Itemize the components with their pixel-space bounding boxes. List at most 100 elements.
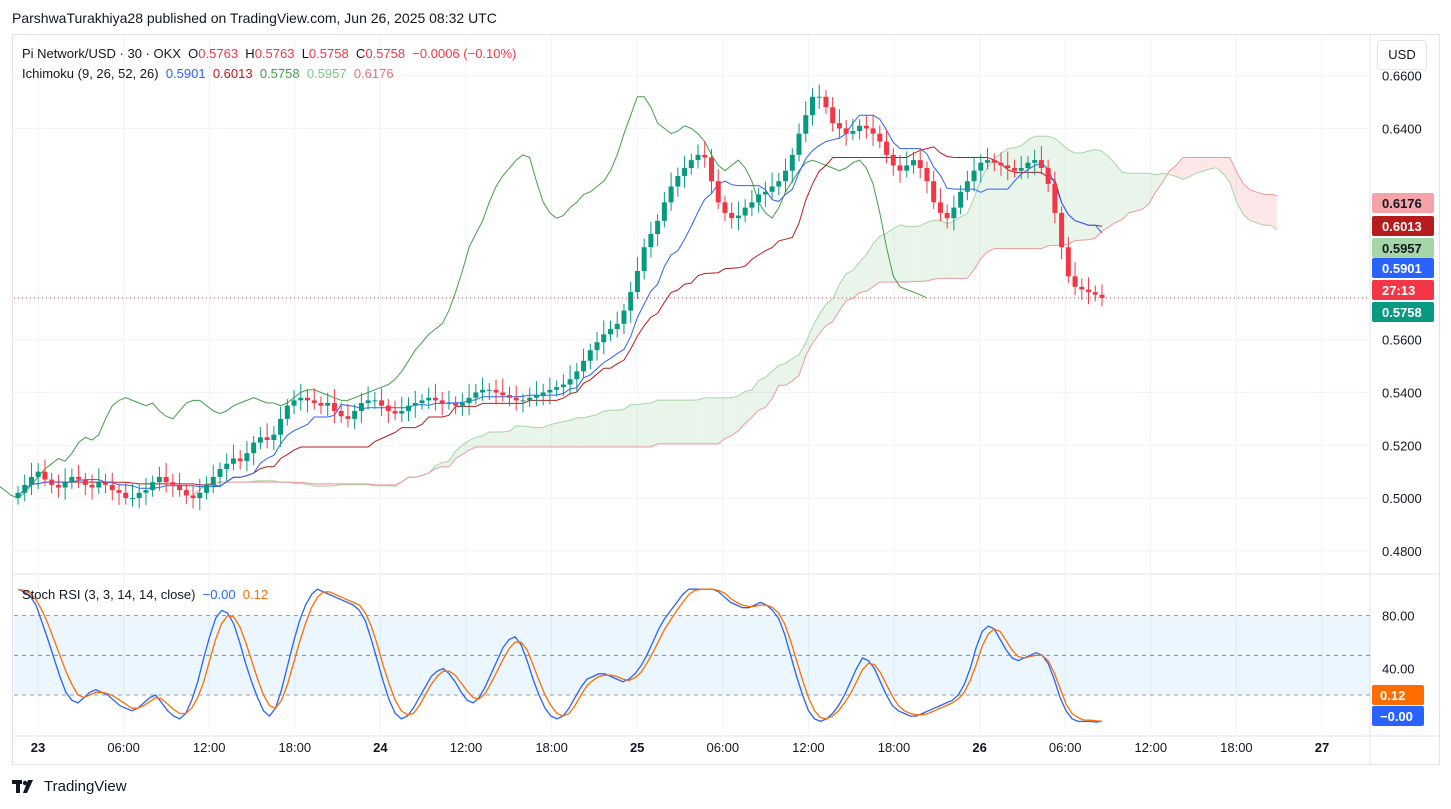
candle [783,158,789,192]
candle-body [150,482,156,491]
candle [136,484,142,509]
candle [931,170,937,209]
cloud-segment [516,425,523,447]
price-axis-badge [1372,302,1434,322]
candle-body [823,96,829,108]
candle [796,123,802,162]
cloud-segment [1169,165,1177,177]
candle [217,462,223,488]
ichimoku-legend: Ichimoku (9, 26, 52, 26) 0.5901 0.6013 0… [22,66,394,81]
candle-body [264,437,270,440]
candle-body [742,207,748,216]
candle [1038,146,1044,175]
candle-body [338,410,344,417]
candle-body [1005,165,1011,169]
cloud-segment [522,426,530,447]
cloud-segment [772,365,779,399]
candle-body [991,160,997,163]
candle-body [96,482,102,488]
candle [655,214,661,247]
price-axis-badge-label: 27:13 [1382,283,1415,298]
candle-body [722,202,728,213]
candle-body [533,395,539,398]
cloud-segment [1202,157,1210,172]
candle-body [305,397,311,401]
candle [951,195,957,231]
candle-body [1011,168,1017,171]
candle [305,389,311,413]
candle [830,96,836,132]
candle [298,383,304,411]
candle [197,478,203,511]
candle-body [466,397,472,404]
time-tick-label: 18:00 [279,740,312,755]
low-value: 0.5758 [308,46,349,61]
candle-body [399,410,405,414]
publisher-line: ParshwaTurakhiya28 published on TradingV… [12,10,497,26]
cloud-segment [906,226,914,282]
candle [1018,155,1024,180]
candle-body [843,128,849,134]
cloud-segment [1250,189,1257,223]
price-tick-label: 0.6400 [1382,121,1422,136]
candle-body [513,397,519,401]
price-tick-label: 0.4800 [1382,544,1422,559]
candle-body [372,400,378,402]
candle-body [493,389,499,393]
currency-button[interactable]: USD [1377,40,1427,70]
candle [850,118,856,141]
cloud-segment [738,391,746,431]
cloud-segment [684,400,692,444]
stoch-axis-badge [1372,685,1424,705]
candle [870,114,876,146]
cloud-segment [873,236,880,287]
candle-body [365,400,371,404]
ichimoku-label[interactable]: Ichimoku (9, 26, 52, 26) [22,66,159,81]
candle-body [204,484,210,493]
candle-body [271,434,277,440]
candle-body [69,476,75,483]
cloud-segment [529,426,537,447]
price-axis-badge-label: 0.5758 [1382,305,1422,320]
stoch-label[interactable]: Stoch RSI (3, 3, 14, 14, close) [22,587,196,602]
cloud-segment [1081,150,1089,241]
stoch-k-line [17,588,1103,723]
candle [648,221,654,258]
time-tick-label: 06:00 [107,740,140,755]
cloud-segment [677,400,685,444]
candle-body [648,234,654,248]
high-value: 0.5763 [254,46,295,61]
candle [520,393,526,413]
candle-body [749,202,755,208]
cloud-segment [489,431,497,447]
candle [271,426,277,451]
cloud-segment [879,233,887,282]
time-tick-label: 18:00 [535,740,568,755]
candle [426,387,432,409]
ichimoku-cloud [193,136,1278,496]
cloud-segment [731,395,739,436]
cloud-segment [859,254,867,293]
candle [1052,171,1058,224]
candle [1045,159,1051,193]
candle-body [769,186,775,192]
candle-body [547,389,553,393]
cloud-segment [1007,147,1015,249]
candle [513,385,519,411]
symbol-label[interactable]: Pi Network/USD · 30 · OKX [22,46,181,61]
candle-body [1079,286,1085,290]
candle [278,406,284,447]
price-axis-badge [1372,216,1434,236]
price-tick-label: 0.5200 [1382,438,1422,453]
candle-body [890,154,896,166]
cloud-segment [590,414,598,447]
time-tick-label: 12:00 [1135,740,1168,755]
candle-body [1065,247,1071,277]
high-label: H [245,46,255,61]
candle-body [830,107,836,124]
candle [581,348,587,378]
cloud-segment [1021,140,1028,249]
cloud-segment [482,431,490,447]
candle-body [156,476,162,483]
